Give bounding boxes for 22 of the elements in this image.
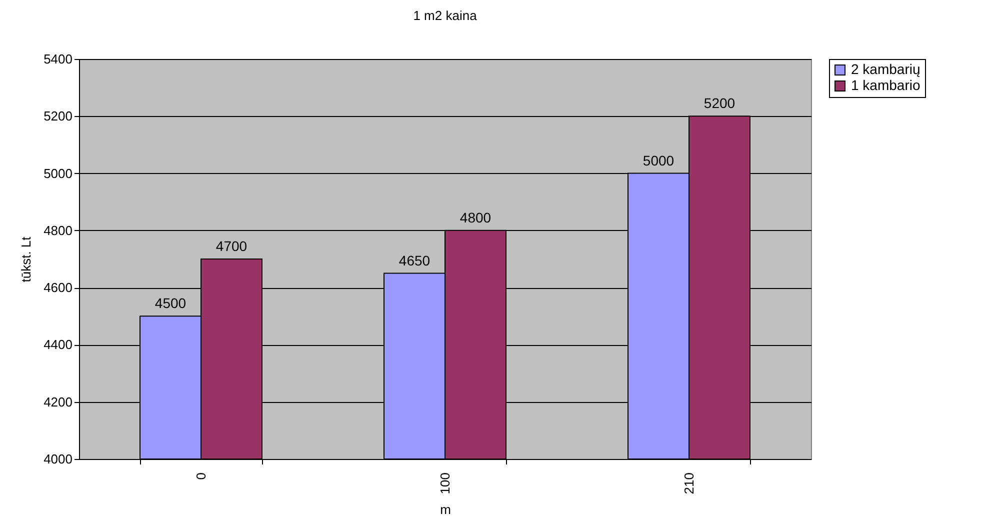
y-tick-label: 4000: [44, 452, 72, 466]
x-tick-label: 0: [194, 472, 208, 480]
y-tick-label: 4200: [44, 394, 72, 410]
legend-label: 1 kambario: [851, 77, 920, 93]
data-label: 4650: [398, 252, 430, 268]
chart-title: 1 m2 kaina: [413, 8, 478, 23]
y-tick-label: 5400: [44, 52, 72, 66]
data-label: 5200: [704, 95, 736, 112]
y-tick-label: 4800: [44, 222, 72, 238]
x-axis-title: m: [440, 502, 451, 518]
y-tick-label: 4400: [44, 337, 72, 352]
data-label: 4700: [216, 238, 248, 254]
y-tick-label: 5000: [44, 166, 72, 181]
y-tick-label: 4600: [44, 280, 72, 296]
data-label: 4800: [460, 209, 492, 226]
x-tick-label: 210: [682, 472, 696, 494]
data-label: 5000: [642, 152, 674, 168]
x-tick-label: 100: [438, 472, 452, 494]
legend-label: 2 kambarių: [851, 61, 920, 77]
data-label: 4500: [154, 295, 186, 312]
y-tick-label: 5200: [44, 108, 72, 124]
y-axis-title: tūkst. Lt: [18, 236, 34, 282]
